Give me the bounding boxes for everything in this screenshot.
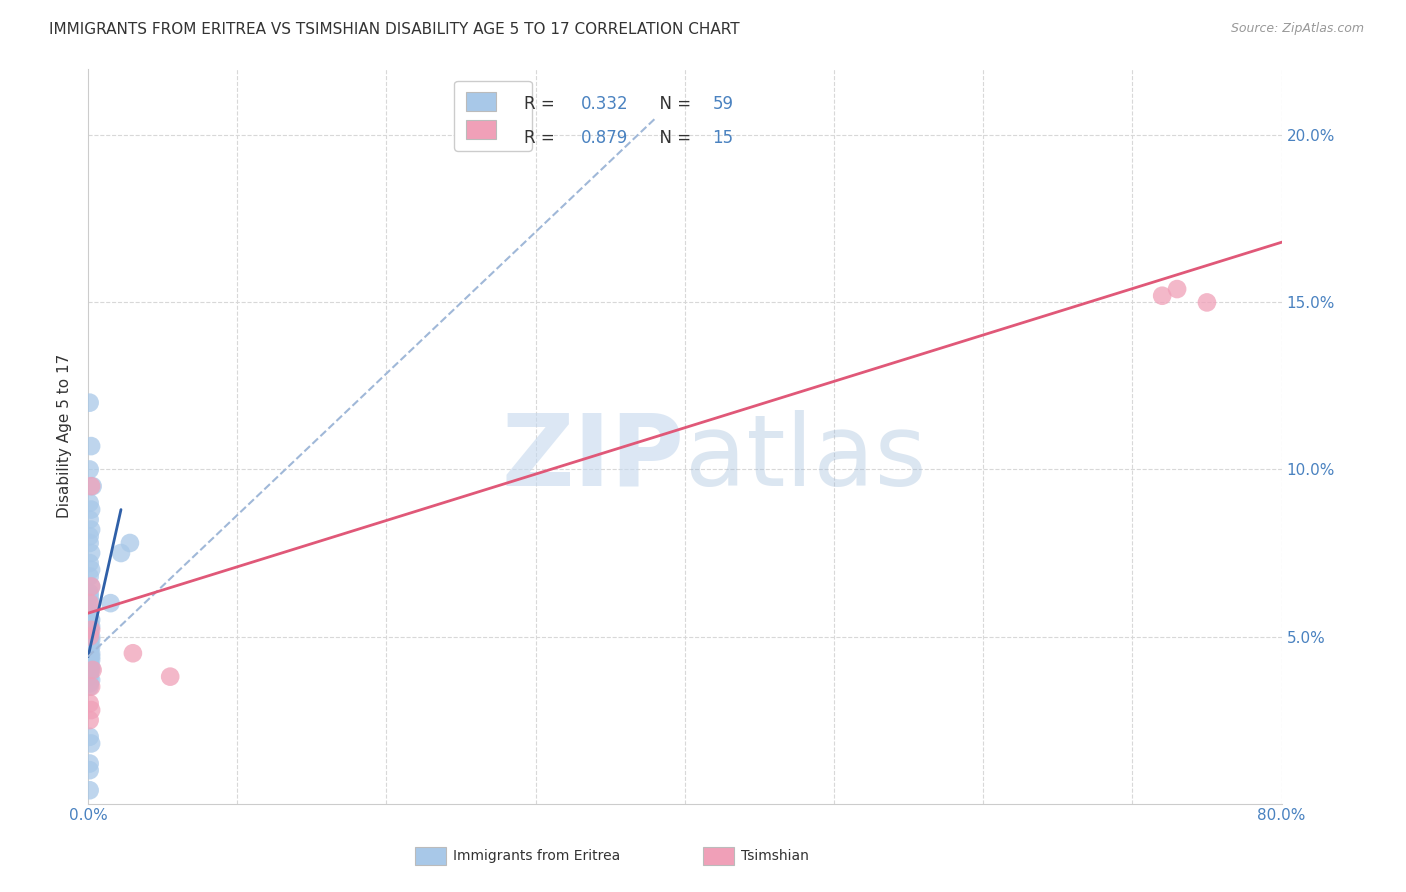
Text: IMMIGRANTS FROM ERITREA VS TSIMSHIAN DISABILITY AGE 5 TO 17 CORRELATION CHART: IMMIGRANTS FROM ERITREA VS TSIMSHIAN DIS… (49, 22, 740, 37)
Point (80, 623, 103, 637)
Point (79, 653, 101, 667)
Point (79, 680, 101, 694)
Text: 15: 15 (713, 129, 734, 147)
Point (80, 546, 103, 560)
Point (159, 670, 181, 684)
Text: Source: ZipAtlas.com: Source: ZipAtlas.com (1230, 22, 1364, 36)
Point (79, 569, 101, 583)
Text: ZIP: ZIP (502, 409, 685, 507)
Point (110, 546, 132, 560)
Point (79, 640, 101, 654)
Y-axis label: Disability Age 5 to 17: Disability Age 5 to 17 (58, 354, 72, 518)
Point (80, 579, 103, 593)
Point (79, 603, 101, 617)
Point (79, 643, 101, 657)
Point (79, 636, 101, 650)
Point (79, 763, 101, 777)
Point (80, 646, 103, 660)
Point (80, 619, 103, 633)
Point (79, 670, 101, 684)
Point (82, 663, 104, 677)
Point (79, 657, 101, 671)
Point (79, 663, 101, 677)
Point (79, 529, 101, 543)
Point (79, 606, 101, 620)
Text: N =: N = (650, 129, 696, 147)
Point (79, 659, 101, 673)
Text: 59: 59 (713, 95, 734, 112)
Point (79, 730, 101, 744)
Point (80, 703, 103, 717)
Point (1152, 289, 1174, 303)
Point (79, 556, 101, 570)
Point (79, 630, 101, 644)
Point (79, 713, 101, 727)
Point (79, 783, 101, 797)
Text: 0.879: 0.879 (581, 129, 628, 147)
Point (80, 653, 103, 667)
Point (79, 609, 101, 624)
Point (100, 596, 122, 610)
Point (79, 513, 101, 527)
Point (79, 657, 101, 671)
Point (79, 596, 101, 610)
Point (79, 626, 101, 640)
Point (1195, 295, 1218, 310)
Legend:   ,   : , (454, 80, 531, 151)
Point (80, 523, 103, 537)
Text: R =: R = (523, 129, 560, 147)
Point (79, 630, 101, 644)
Point (79, 462, 101, 476)
Point (79, 646, 101, 660)
Point (80, 680, 103, 694)
Point (79, 496, 101, 510)
Point (79, 623, 101, 637)
Point (79, 756, 101, 771)
Text: 0.332: 0.332 (581, 95, 628, 112)
Text: N =: N = (650, 95, 696, 112)
Point (80, 659, 103, 673)
Text: atlas: atlas (685, 409, 927, 507)
Point (79, 666, 101, 681)
Point (79, 536, 101, 550)
Text: Tsimshian: Tsimshian (741, 849, 808, 863)
Point (80, 673, 103, 687)
Point (1166, 282, 1188, 296)
Point (80, 663, 103, 677)
Point (80, 502, 103, 516)
Point (80, 579, 103, 593)
Point (80, 632, 103, 647)
Text: Immigrants from Eritrea: Immigrants from Eritrea (453, 849, 620, 863)
Point (80, 613, 103, 627)
Point (82, 479, 104, 493)
Point (80, 640, 103, 654)
Point (79, 643, 101, 657)
Point (79, 590, 101, 604)
Point (80, 479, 103, 493)
Point (118, 536, 141, 550)
Point (79, 616, 101, 631)
Point (80, 736, 103, 750)
Point (79, 395, 101, 409)
Point (80, 439, 103, 453)
Point (80, 563, 103, 577)
Point (79, 649, 101, 664)
Point (80, 596, 103, 610)
Point (79, 586, 101, 600)
Point (80, 630, 103, 644)
Point (122, 646, 145, 660)
Text: R =: R = (523, 95, 560, 112)
Point (80, 649, 103, 664)
Point (79, 697, 101, 711)
Point (79, 676, 101, 690)
